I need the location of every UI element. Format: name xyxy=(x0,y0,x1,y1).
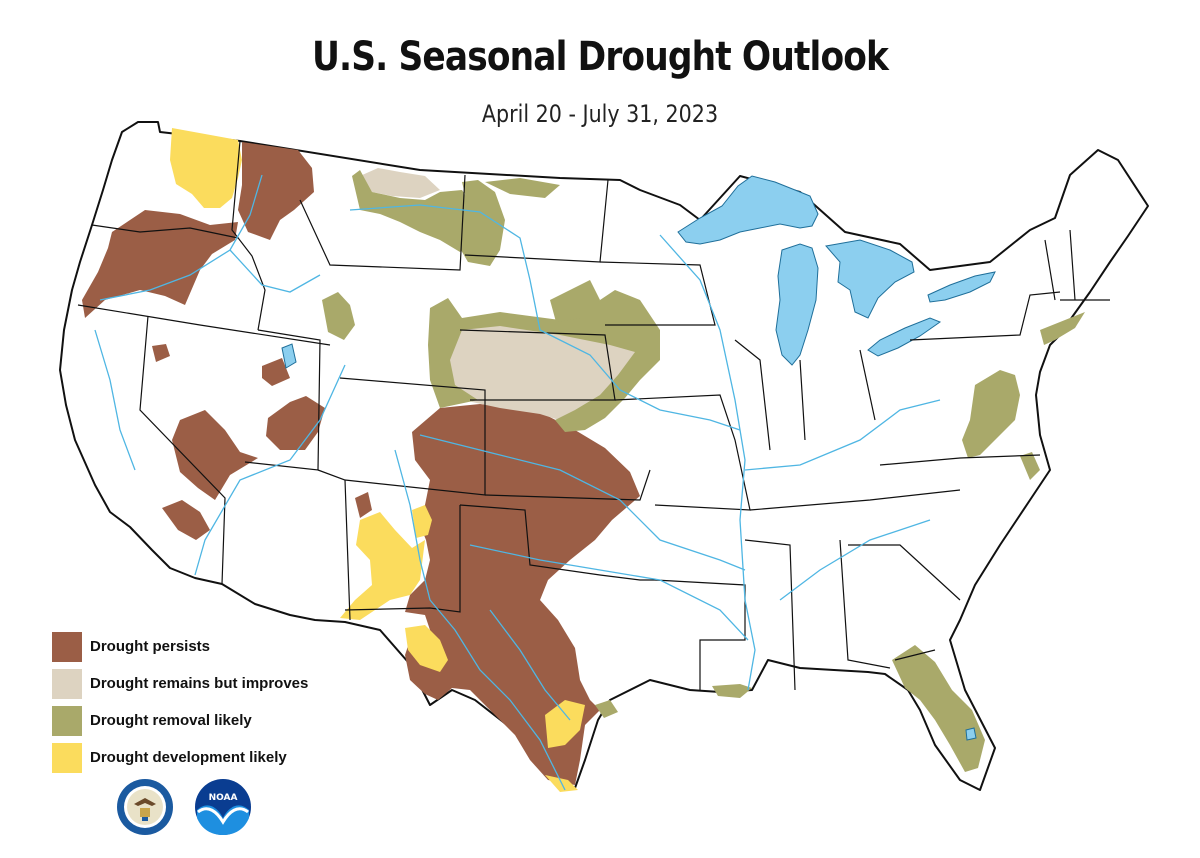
legend-swatch-drought-persists xyxy=(52,632,82,662)
drought-removal-south-dakota xyxy=(550,280,600,322)
map-subtitle: April 20 - July 31, 2023 xyxy=(481,100,719,128)
noaa-logo-text: NOAA xyxy=(209,793,238,803)
brazos-river xyxy=(489,609,571,721)
drought-removal-north-dakota xyxy=(485,178,560,198)
great-salt-lake xyxy=(281,343,297,369)
red-river xyxy=(469,544,749,641)
drought-development-west-texas xyxy=(405,625,448,672)
state-line-mn-ia xyxy=(599,261,716,326)
legend-label-drought-development: Drought development likely xyxy=(90,749,287,766)
state-line-new-england xyxy=(1044,229,1110,301)
legend-label-drought-improves: Drought remains but improves xyxy=(90,675,309,692)
drought-persists-nevada-south xyxy=(172,410,258,500)
state-line-ca-nv xyxy=(139,315,226,585)
drought-removal-areas xyxy=(322,170,1085,772)
state-line-ga-sc xyxy=(848,544,961,661)
drought-persists-southern-plains xyxy=(405,404,640,785)
state-line-ut xyxy=(244,329,321,471)
map-title: U.S. Seasonal Drought Outlook xyxy=(311,34,889,80)
drought-removal-montana-north xyxy=(352,170,475,252)
department-of-commerce-seal-icon xyxy=(117,779,173,835)
state-line-ia-mo xyxy=(614,394,751,511)
drought-removal-wyoming xyxy=(322,292,355,340)
drought-development-new-mexico-east xyxy=(412,505,432,538)
legend-swatch-drought-removal xyxy=(52,706,82,736)
state-line-nm-tx xyxy=(344,505,461,613)
colorado-river xyxy=(194,364,346,576)
lake-superior xyxy=(677,175,819,245)
state-line-nc-va xyxy=(879,454,1041,466)
drought-improves-montana xyxy=(360,168,440,198)
rivers xyxy=(94,174,941,791)
lake-erie xyxy=(867,317,942,357)
state-line-ne-ks xyxy=(459,329,616,401)
legend-item-drought-removal: Drought removal likely xyxy=(52,706,392,736)
drought-persists-areas xyxy=(82,142,640,785)
state-line-ks-ok xyxy=(484,469,651,501)
lake-michigan xyxy=(775,243,819,366)
state-line-mt-wy xyxy=(299,174,466,271)
drought-removal-montana-east xyxy=(458,180,505,266)
drought-removal-northeast xyxy=(1040,312,1085,345)
mississippi-river xyxy=(659,234,756,691)
legend-item-drought-persists: Drought persists xyxy=(52,632,392,662)
drought-removal-florida xyxy=(892,645,985,772)
tennessee-river xyxy=(779,519,931,601)
great-lakes xyxy=(281,175,996,741)
drought-persists-idaho-montana xyxy=(238,142,314,240)
lake-okeechobee xyxy=(965,727,977,741)
state-boundaries xyxy=(77,140,1110,691)
drought-persists-california-south xyxy=(162,500,210,540)
state-line-ar-la xyxy=(654,579,746,690)
columbia-river xyxy=(99,174,263,301)
drought-removal-mid-atlantic xyxy=(962,370,1020,458)
legend-swatch-drought-development xyxy=(52,743,82,773)
sacramento-river xyxy=(94,329,136,471)
state-line-ok-tx xyxy=(459,504,655,581)
drought-removal-central-plains xyxy=(428,290,660,432)
drought-removal-texas-coast xyxy=(595,700,618,718)
drought-persists-nevada-north xyxy=(152,344,170,362)
drought-removal-carolina xyxy=(1020,452,1040,480)
legend-label-drought-removal: Drought removal likely xyxy=(90,712,252,729)
snake-river xyxy=(229,249,321,293)
arkansas-river xyxy=(419,434,746,571)
legend-label-drought-persists: Drought persists xyxy=(90,638,211,655)
state-line-pa-ny xyxy=(909,291,1061,341)
state-line-wa-or xyxy=(91,224,239,239)
missouri-river xyxy=(349,204,741,431)
drought-development-areas xyxy=(170,128,585,792)
drought-persists-oregon xyxy=(82,210,238,318)
drought-persists-new-mexico-spot xyxy=(355,492,372,518)
drought-development-washington xyxy=(170,128,242,208)
legend-item-drought-development: Drought development likely xyxy=(52,743,392,773)
rio-grande xyxy=(394,449,566,791)
drought-persists-utah-central xyxy=(266,396,325,450)
drought-development-new-mexico xyxy=(340,512,425,620)
state-line-id xyxy=(231,140,266,331)
drought-persists-utah-north xyxy=(262,358,290,386)
drought-removal-louisiana xyxy=(712,684,752,698)
lake-ontario xyxy=(927,271,996,303)
drought-development-south-texas xyxy=(545,700,585,748)
state-line-ky-tn xyxy=(749,489,961,511)
legend-item-drought-improves: Drought remains but improves xyxy=(52,669,392,699)
noaa-logo-icon: NOAA xyxy=(195,779,251,835)
state-line-il-in-oh xyxy=(734,339,876,451)
ohio-river xyxy=(744,399,941,471)
state-line-co xyxy=(339,377,486,496)
lake-huron xyxy=(825,239,915,319)
state-line-ms-al xyxy=(744,539,891,691)
legend-swatch-drought-improves xyxy=(52,669,82,699)
state-line-or-ca-nv xyxy=(77,304,331,346)
